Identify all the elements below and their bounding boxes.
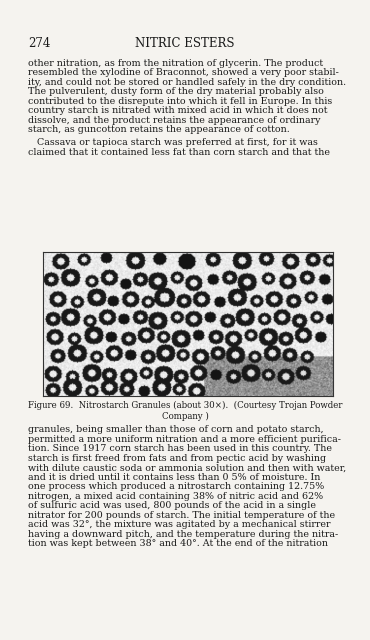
Text: granules, being smaller than those of corn and potato starch,: granules, being smaller than those of co… [28, 426, 323, 435]
Text: nitrator for 200 pounds of starch. The initial temperature of the: nitrator for 200 pounds of starch. The i… [28, 511, 335, 520]
Text: of sulfuric acid was used, 800 pounds of the acid in a single: of sulfuric acid was used, 800 pounds of… [28, 501, 316, 510]
Text: The pulverulent, dusty form of the dry material probably also: The pulverulent, dusty form of the dry m… [28, 87, 324, 96]
Text: Company ): Company ) [162, 412, 208, 421]
Text: NITRIC ESTERS: NITRIC ESTERS [135, 37, 235, 50]
Text: dissolve, and the product retains the appearance of ordinary: dissolve, and the product retains the ap… [28, 116, 320, 125]
Text: ity, and could not be stored or handled safely in the dry condition.: ity, and could not be stored or handled … [28, 78, 346, 87]
Text: country starch is nitrated with mixed acid in which it does not: country starch is nitrated with mixed ac… [28, 106, 327, 115]
Text: tion. Since 1917 corn starch has been used in this country. The: tion. Since 1917 corn starch has been us… [28, 444, 332, 453]
Text: contributed to the disrepute into which it fell in Europe. In this: contributed to the disrepute into which … [28, 97, 332, 106]
Text: Cassava or tapioca starch was preferred at first, for it was: Cassava or tapioca starch was preferred … [28, 138, 317, 147]
Text: resembled the xylodine of Braconnot, showed a very poor stabil-: resembled the xylodine of Braconnot, sho… [28, 68, 339, 77]
Text: other nitration, as from the nitration of glycerin. The product: other nitration, as from the nitration o… [28, 59, 323, 68]
Text: starch, as guncotton retains the appearance of cotton.: starch, as guncotton retains the appeara… [28, 125, 289, 134]
Text: one process which produced a nitrostarch containing 12.75%: one process which produced a nitrostarch… [28, 482, 324, 491]
Text: starch is first freed from fats and from pectic acid by washing: starch is first freed from fats and from… [28, 454, 326, 463]
Text: tion was kept between 38° and 40°. At the end of the nitration: tion was kept between 38° and 40°. At th… [28, 539, 328, 548]
Text: with dilute caustic soda or ammonia solution and then with water,: with dilute caustic soda or ammonia solu… [28, 463, 346, 472]
Text: Figure 69.  Nitrostarch Granules (about 30×).  (Courtesy Trojan Powder: Figure 69. Nitrostarch Granules (about 3… [28, 401, 342, 410]
Text: permitted a more uniform nitration and a more efficient purifica-: permitted a more uniform nitration and a… [28, 435, 341, 444]
Text: having a downward pitch, and the temperature during the nitra-: having a downward pitch, and the tempera… [28, 529, 338, 538]
Text: claimed that it contained less fat than corn starch and that the: claimed that it contained less fat than … [28, 148, 330, 157]
Text: 274: 274 [28, 37, 50, 50]
Text: and it is dried until it contains less than 0 5% of moisture. In: and it is dried until it contains less t… [28, 473, 320, 482]
Text: acid was 32°, the mixture was agitated by a mechanical stirrer: acid was 32°, the mixture was agitated b… [28, 520, 330, 529]
Text: nitrogen, a mixed acid containing 38% of nitric acid and 62%: nitrogen, a mixed acid containing 38% of… [28, 492, 323, 500]
